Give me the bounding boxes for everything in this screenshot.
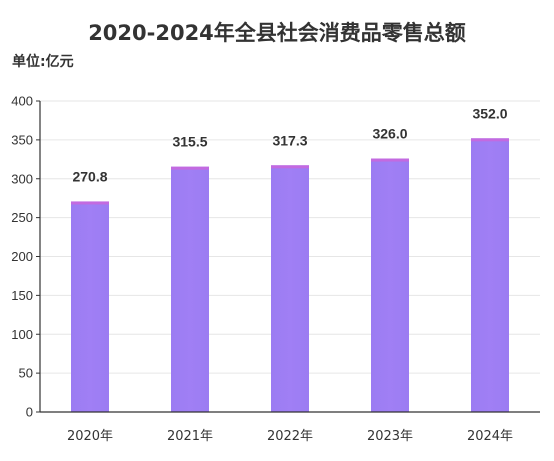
bar-top-edge (171, 166, 209, 170)
y-tick-label: 400 (11, 94, 33, 109)
x-tick-label: 2021年 (167, 429, 213, 444)
y-axis-ticks: 0 50 100 150 200 250 300 350 400 (11, 94, 40, 420)
y-tick-label: 300 (11, 171, 33, 186)
y-tick-label: 200 (11, 249, 33, 264)
bar-2024年 (471, 138, 509, 412)
y-tick-label: 250 (11, 210, 33, 225)
y-tick-label: 50 (19, 366, 33, 381)
unit-label: 单位:亿元 (12, 53, 74, 70)
data-label: 352.0 (472, 105, 507, 121)
data-label: 315.5 (172, 134, 207, 150)
x-tick-label: 2022年 (267, 429, 313, 444)
bars (71, 138, 509, 412)
data-label: 326.0 (372, 126, 407, 142)
bar-top-edge (271, 165, 309, 169)
bar-2021年 (171, 166, 209, 412)
bar-top-edge (371, 158, 409, 162)
x-tick-label: 2024年 (467, 429, 513, 444)
y-tick-label: 350 (11, 132, 33, 147)
bar-2022年 (271, 165, 309, 412)
bar-top-edge (71, 201, 109, 205)
bar-2020年 (71, 201, 109, 412)
x-axis-ticks: 2020年 2021年 2022年 2023年 2024年 (67, 429, 513, 444)
x-tick-label: 2023年 (367, 429, 413, 444)
y-tick-label: 150 (11, 288, 33, 303)
data-label: 270.8 (72, 168, 107, 184)
x-tick-label: 2020年 (67, 429, 113, 444)
data-label: 317.3 (272, 132, 307, 148)
axes (39, 101, 540, 413)
bar-2023年 (371, 158, 409, 412)
y-tick-label: 100 (11, 327, 33, 342)
chart-title: 2020-2024年全县社会消费品零售总额 (88, 21, 466, 45)
y-tick-label: 0 (26, 405, 33, 420)
bar-top-edge (471, 138, 509, 142)
data-labels: 270.8 315.5 317.3 326.0 352.0 (72, 105, 507, 184)
